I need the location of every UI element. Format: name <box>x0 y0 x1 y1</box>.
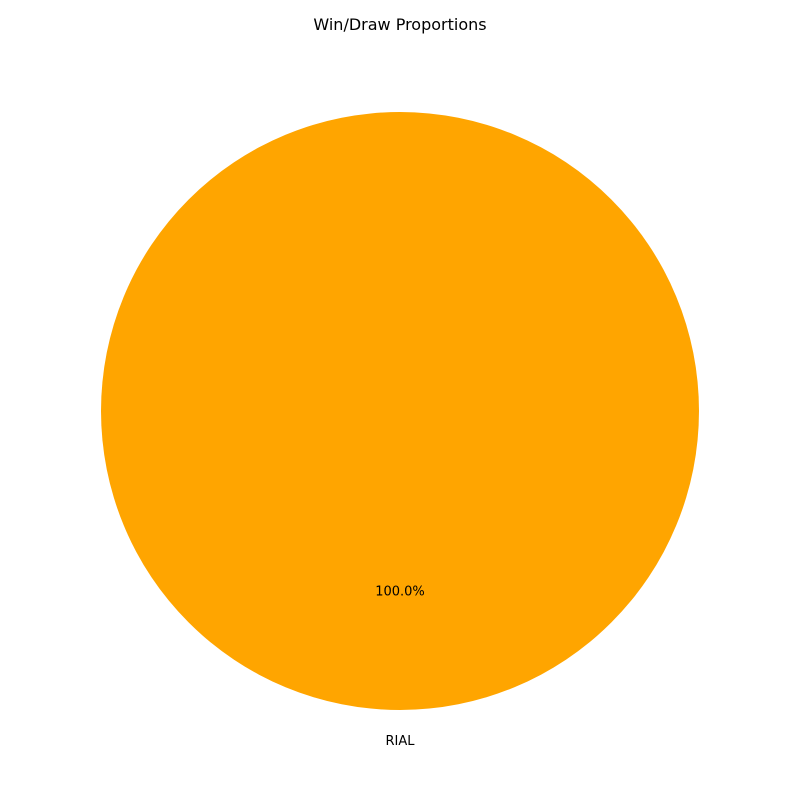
chart-title: Win/Draw Proportions <box>313 15 486 34</box>
pie-percent-label-0: 100.0% <box>375 584 425 599</box>
pie-slice-label-0: RIAL <box>385 734 415 749</box>
pie-slices: 100.0% RIAL <box>101 112 699 749</box>
pie-slice-0 <box>101 112 699 710</box>
